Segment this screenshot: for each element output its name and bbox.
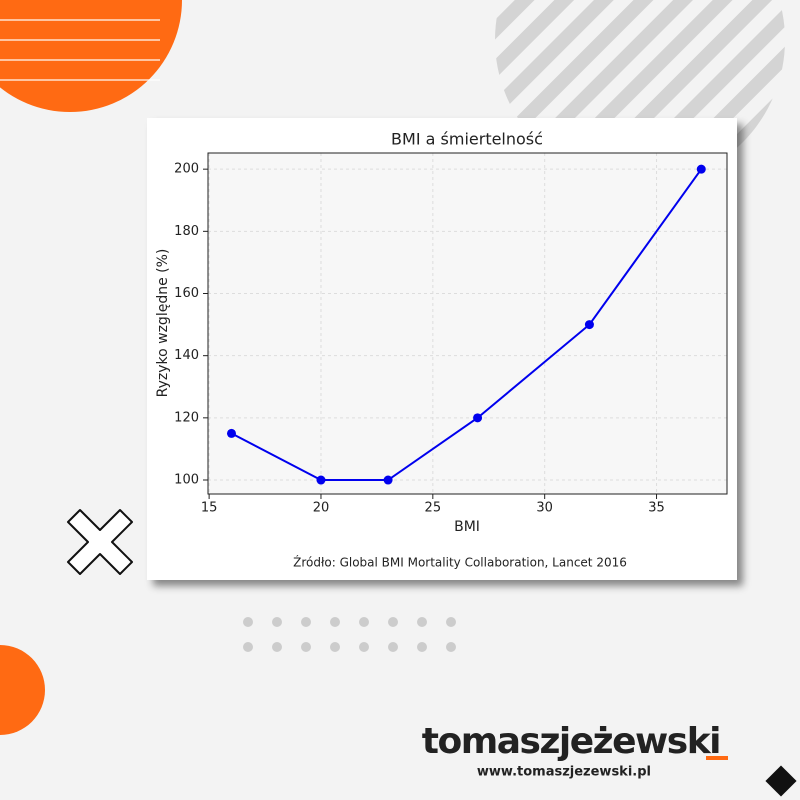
x-tick-label: 35 (648, 501, 665, 516)
x-tick-label: 25 (425, 501, 442, 516)
chart-title: BMI a śmiertelność (391, 130, 543, 149)
x-tick-label: 20 (313, 501, 330, 516)
decor-dots (243, 617, 456, 652)
data-point (584, 320, 594, 330)
data-point (383, 475, 393, 485)
data-point (473, 413, 483, 423)
y-tick-label: 120 (174, 410, 199, 425)
source-note: Źródło: Global BMI Mortality Collaborati… (293, 555, 627, 570)
data-point (226, 428, 236, 438)
brand-name: tomaszjeżewski (422, 721, 720, 762)
y-tick-label: 160 (174, 286, 199, 301)
decor-top-left (0, 0, 182, 112)
x-tick-label: 15 (201, 501, 218, 516)
decor-bottom-left (0, 645, 45, 735)
y-tick-label: 180 (174, 224, 199, 239)
x-tick-label: 30 (536, 501, 553, 516)
brand-underline (706, 756, 728, 760)
plot-frame (207, 152, 728, 495)
data-point (316, 475, 326, 485)
data-line (231, 168, 703, 482)
brand-url: www.tomaszjezewski.pl (477, 765, 651, 780)
y-tick-label: 140 (174, 348, 199, 363)
plot: 100 120 140 160 180 200 15 20 25 30 35 (174, 153, 727, 516)
y-axis-label: Ryzyko względne (%) (155, 249, 171, 398)
plot-area (208, 153, 727, 494)
decor-x (67, 509, 133, 575)
y-tick-label: 200 (174, 162, 199, 177)
x-axis-label: BMI (454, 519, 480, 535)
data-point (696, 164, 706, 174)
y-tick-label: 100 (174, 473, 199, 488)
